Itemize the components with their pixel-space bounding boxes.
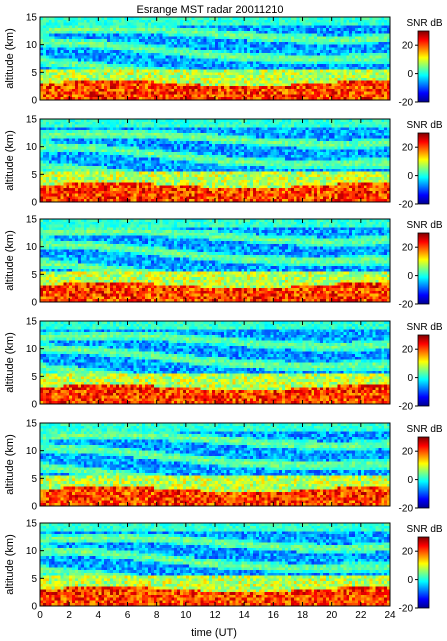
x-axis-label: time (UT) [191, 627, 237, 639]
x-tick-label: 12 [209, 610, 221, 621]
colorbar [417, 232, 430, 305]
y-tick-label: 5 [31, 170, 37, 181]
colorbar-tick-label: 0 [407, 271, 413, 282]
snr-heatmap [40, 423, 390, 506]
colorbar [417, 536, 430, 609]
snr-heatmap [40, 17, 390, 100]
colorbar-tick-label: 0 [407, 475, 413, 486]
y-axis-label: altitude (km) [4, 332, 16, 393]
x-tick-label: 10 [180, 610, 192, 621]
y-tick-label: 0 [31, 298, 37, 309]
colorbar-tick-label: -20 [399, 504, 414, 515]
x-tick-label: 14 [239, 610, 251, 621]
y-tick-label: 0 [31, 96, 37, 107]
colorbar-tick-label: -20 [399, 402, 414, 413]
y-tick-label: 10 [26, 242, 38, 253]
x-tick-label: 18 [297, 610, 309, 621]
x-tick-label: 4 [96, 610, 102, 621]
colorbar-label: SNR dB [406, 120, 442, 131]
y-tick-label: 0 [31, 400, 37, 411]
y-tick-label: 15 [26, 115, 38, 126]
y-axis-label: altitude (km) [4, 434, 16, 495]
colorbar [417, 334, 430, 407]
y-tick-label: 15 [26, 317, 38, 328]
x-tick-label: 20 [326, 610, 338, 621]
colorbar-label: SNR dB [406, 18, 442, 29]
figure-title: Esrange MST radar 20011210 [137, 4, 284, 16]
snr-heatmap [40, 219, 390, 302]
panel-4: 0 5 10 15 altitude (km) SNR dB 20 0 -20 [4, 317, 443, 413]
panel-5: 0 5 10 15 altitude (km) SNR dB 20 0 -20 [4, 419, 443, 515]
colorbar-tick-label: -20 [399, 98, 414, 109]
y-tick-label: 15 [26, 215, 38, 226]
y-tick-label: 15 [26, 13, 38, 24]
x-tick-label: 0 [37, 610, 43, 621]
y-tick-label: 5 [31, 474, 37, 485]
colorbar-tick-label: -20 [399, 604, 414, 615]
y-axis-label: altitude (km) [4, 230, 16, 291]
y-tick-label: 5 [31, 372, 37, 383]
panel-3: 0 5 10 15 altitude (km) SNR dB 20 0 -20 [4, 215, 443, 311]
colorbar-tick-label: -20 [399, 300, 414, 311]
snr-heatmap [40, 119, 390, 202]
colorbar-tick-label: 0 [407, 69, 413, 80]
y-axis-label: altitude (km) [4, 130, 16, 191]
y-tick-label: 0 [31, 602, 37, 613]
x-tick-label: 8 [154, 610, 160, 621]
y-tick-label: 15 [26, 419, 38, 430]
snr-heatmap [40, 321, 390, 404]
colorbar [417, 30, 430, 103]
y-tick-label: 5 [31, 68, 37, 79]
colorbar-tick-label: 20 [402, 41, 414, 52]
panel-1: 0 5 10 15 altitude (km) SNR dB 20 0 -20 [4, 13, 443, 109]
colorbar-tick-label: 20 [402, 547, 414, 558]
x-tick-label: 2 [66, 610, 72, 621]
colorbar-tick-label: 0 [407, 575, 413, 586]
y-axis-label: altitude (km) [4, 28, 16, 89]
y-tick-label: 10 [26, 446, 38, 457]
colorbar-label: SNR dB [406, 424, 442, 435]
colorbar-label: SNR dB [406, 322, 442, 333]
colorbar-tick-label: 20 [402, 345, 414, 356]
colorbar-tick-label: -20 [399, 200, 414, 211]
y-tick-label: 15 [26, 519, 38, 530]
y-tick-label: 0 [31, 502, 37, 513]
y-tick-label: 10 [26, 344, 38, 355]
x-tick-label: 24 [384, 610, 396, 621]
x-tick-label: 16 [268, 610, 280, 621]
colorbar-tick-label: 20 [402, 143, 414, 154]
colorbar-tick-label: 20 [402, 243, 414, 254]
colorbar-tick-label: 0 [407, 171, 413, 182]
y-tick-label: 10 [26, 40, 38, 51]
panel-2: 0 5 10 15 altitude (km) SNR dB 20 0 -20 [4, 115, 443, 211]
colorbar [417, 132, 430, 205]
y-tick-label: 5 [31, 574, 37, 585]
y-axis-label: altitude (km) [4, 534, 16, 595]
y-tick-label: 0 [31, 198, 37, 209]
y-tick-label: 10 [26, 546, 38, 557]
colorbar-label: SNR dB [406, 220, 442, 231]
x-tick-label: 22 [355, 610, 367, 621]
colorbar-label: SNR dB [406, 524, 442, 535]
y-tick-label: 10 [26, 142, 38, 153]
colorbar-tick-label: 0 [407, 373, 413, 384]
snr-heatmap [40, 523, 390, 606]
y-tick-label: 5 [31, 270, 37, 281]
x-tick-label: 6 [125, 610, 131, 621]
colorbar-tick-label: 20 [402, 447, 414, 458]
colorbar [417, 436, 430, 509]
